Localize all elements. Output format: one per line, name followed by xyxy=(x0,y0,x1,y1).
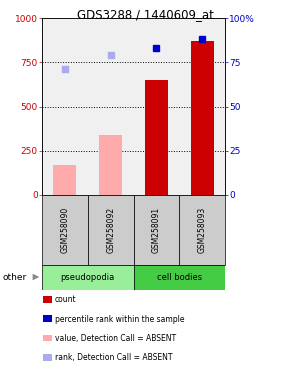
Text: other: other xyxy=(3,273,27,281)
Bar xyxy=(88,195,133,265)
Text: pseudopodia: pseudopodia xyxy=(61,273,115,282)
Text: value, Detection Call = ABSENT: value, Detection Call = ABSENT xyxy=(55,334,176,343)
Text: percentile rank within the sample: percentile rank within the sample xyxy=(55,315,184,324)
Bar xyxy=(53,165,76,195)
Bar xyxy=(43,296,52,303)
Bar xyxy=(145,80,168,195)
Bar xyxy=(43,354,52,361)
Bar xyxy=(42,265,133,290)
Text: GSM258091: GSM258091 xyxy=(152,207,161,253)
Text: cell bodies: cell bodies xyxy=(157,273,202,282)
Text: GSM258093: GSM258093 xyxy=(197,207,207,253)
Bar xyxy=(133,265,225,290)
Text: GDS3288 / 1440609_at: GDS3288 / 1440609_at xyxy=(77,8,213,21)
Bar xyxy=(42,195,88,265)
Text: count: count xyxy=(55,296,77,305)
Bar xyxy=(99,135,122,195)
Text: rank, Detection Call = ABSENT: rank, Detection Call = ABSENT xyxy=(55,353,173,362)
Bar xyxy=(133,195,179,265)
Bar xyxy=(43,334,52,341)
Bar xyxy=(191,41,213,195)
Text: GSM258092: GSM258092 xyxy=(106,207,115,253)
Text: GSM258090: GSM258090 xyxy=(60,207,69,253)
Bar xyxy=(179,195,225,265)
Bar xyxy=(43,315,52,322)
